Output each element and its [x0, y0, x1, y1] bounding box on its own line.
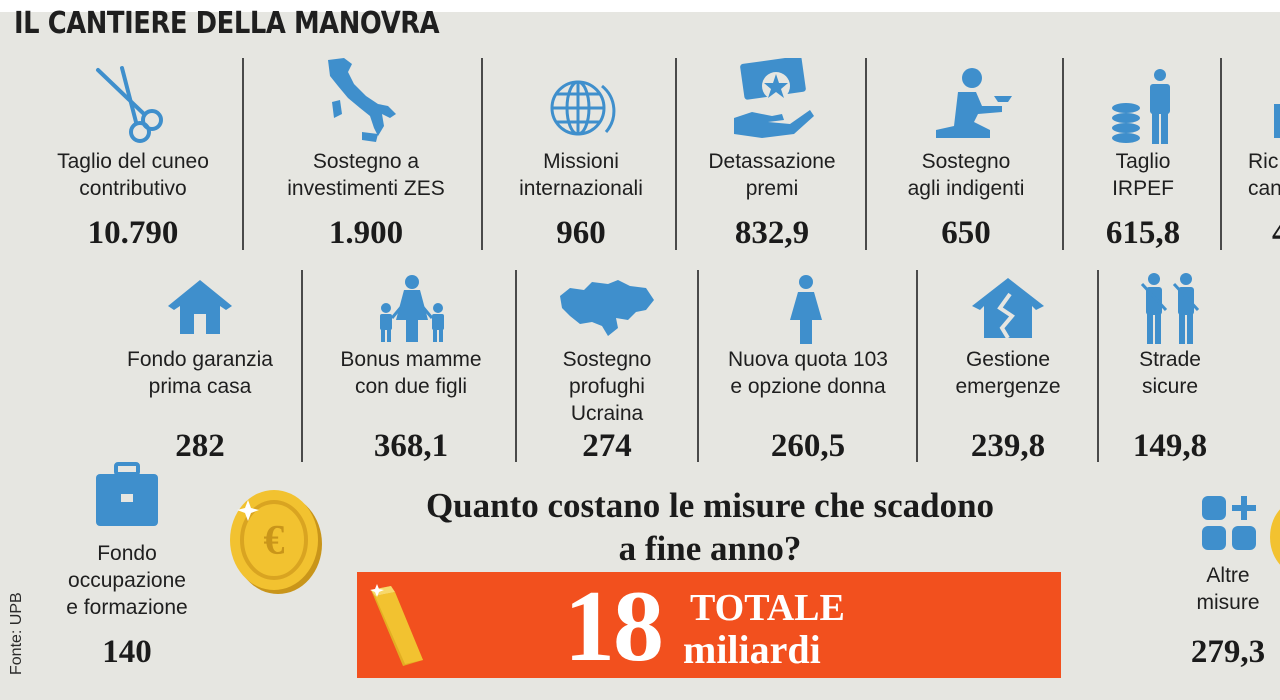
- measure-label: Strade sicure: [1139, 348, 1201, 398]
- divider: [1062, 58, 1064, 250]
- measure-label: Fondo garanzia prima casa: [127, 348, 273, 398]
- broken-house-icon: [970, 276, 1046, 340]
- italy-map-icon: [318, 56, 402, 144]
- svg-text:€: €: [264, 518, 285, 564]
- measure-irpef: Taglio IRPEF 615,8: [1068, 60, 1218, 260]
- measure-value: 239,8: [970, 428, 1046, 464]
- divider: [1220, 58, 1222, 250]
- divider: [1097, 270, 1099, 462]
- measure-label: Nuova quota 103 e opzione donna: [728, 348, 888, 398]
- measure-detassazione: Detassazione premi 832,9: [682, 58, 862, 260]
- measure-zes: Sostegno a investimenti ZES 1.900: [252, 58, 480, 260]
- top-strip: [0, 0, 1280, 12]
- divider: [865, 58, 867, 250]
- divider: [697, 270, 699, 462]
- measure-value: 279,3: [1190, 634, 1266, 670]
- measure-occupazione: Fondo occupazione e formazione 140: [42, 460, 212, 680]
- total-box: 18 TOTALE miliardi: [357, 570, 1061, 683]
- gold-bar-icon: [361, 580, 431, 677]
- measure-prima-casa: Fondo garanzia prima casa 282: [100, 270, 300, 470]
- measure-bonus-mamme: Bonus mamme con due figli 368,1: [310, 270, 512, 470]
- partial-icon: [1274, 104, 1280, 138]
- measure-label: Sostegno profughi Ucraina: [562, 348, 652, 425]
- measure-label: Bonus mamme con due figli: [340, 348, 482, 398]
- total-label: TOTALE: [690, 587, 845, 629]
- question-heading: Quanto costano le misure che scadono a f…: [425, 486, 995, 568]
- source-note: Fonte: UPB: [8, 592, 25, 675]
- euro-coin-icon: €: [226, 486, 326, 601]
- measure-cuneo: Taglio del cuneo contributivo 10.790: [22, 60, 244, 260]
- measure-missioni: Missioni internazionali 960: [490, 60, 672, 260]
- briefcase-icon: [94, 462, 160, 528]
- measure-label: Taglio del cuneo contributivo: [57, 150, 209, 200]
- soldiers-icon: [1138, 270, 1204, 346]
- measure-emergenze: Gestione emergenze 239,8: [922, 270, 1094, 470]
- divider: [675, 58, 677, 250]
- coins-person-icon: [1108, 68, 1178, 146]
- measure-label: Sostegno agli indigenti: [907, 150, 1025, 200]
- measure-value: 960: [556, 215, 606, 251]
- divider: [916, 270, 918, 462]
- measure-quota-103: Nuova quota 103 e opzione donna 260,5: [704, 270, 912, 470]
- ukraine-map-icon: [556, 278, 656, 338]
- measure-value: 10.790: [87, 215, 179, 251]
- measure-altre: Altre misure 279,3: [1176, 490, 1280, 690]
- measure-ucraina: Sostegno profughi Ucraina 274: [520, 270, 694, 470]
- measure-value: 650: [941, 215, 991, 251]
- woman-icon: [786, 274, 826, 346]
- hand-banknote-icon: [732, 58, 816, 142]
- divider: [481, 58, 483, 250]
- measure-value: 282: [175, 428, 225, 464]
- measure-value: 368,1: [373, 428, 449, 464]
- total-number: 18: [564, 570, 664, 683]
- page-title: IL CANTIERE DELLA MANOVRA: [14, 6, 440, 41]
- grid-plus-icon: [1200, 494, 1260, 554]
- scissors-icon: [92, 64, 172, 144]
- divider: [515, 270, 517, 462]
- measure-partial: Ric can 4: [1236, 60, 1280, 260]
- measure-value: 149,8: [1132, 428, 1208, 464]
- measure-label: Ric can: [1248, 150, 1280, 200]
- divider: [242, 58, 244, 250]
- divider: [301, 270, 303, 462]
- measure-value: 1.900: [328, 215, 404, 251]
- measure-label: Gestione emergenze: [955, 348, 1061, 398]
- mother-children-icon: [370, 274, 454, 344]
- measure-value: 140: [102, 634, 152, 670]
- measure-value: 260,5: [770, 428, 846, 464]
- house-icon: [166, 278, 234, 336]
- globe-icon: [548, 76, 616, 140]
- total-unit: miliardi: [683, 627, 821, 672]
- measure-label: Taglio IRPEF: [1112, 150, 1174, 200]
- measure-label: Missioni internazionali: [519, 150, 643, 200]
- measure-value: 615,8: [1105, 215, 1181, 251]
- measure-label: Sostegno a investimenti ZES: [287, 150, 445, 200]
- coin-partial-icon: [1268, 500, 1280, 574]
- measure-value: 274: [582, 428, 632, 464]
- measure-indigenti: Sostegno agli indigenti 650: [872, 60, 1060, 260]
- kneeling-beggar-icon: [932, 66, 1016, 142]
- measure-value: 832,9: [734, 215, 810, 251]
- measure-label: Fondo occupazione e formazione: [66, 542, 188, 619]
- measure-label: Altre misure: [1196, 564, 1260, 614]
- measure-value: 4: [1272, 215, 1280, 252]
- measure-label: Detassazione premi: [708, 150, 836, 200]
- measure-strade-sicure: Strade sicure 149,8: [1100, 270, 1240, 470]
